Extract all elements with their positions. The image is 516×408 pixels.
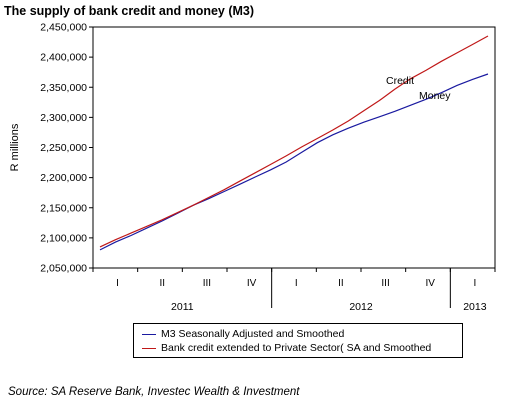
quarter-label: I — [116, 278, 119, 289]
y-tick-label: 2,400,000 — [40, 52, 87, 64]
y-tick-label: 2,450,000 — [40, 22, 87, 34]
year-label: 2012 — [349, 301, 373, 313]
y-axis-label: R millions — [9, 123, 21, 171]
series-line-m3 — [99, 73, 489, 251]
legend-item-m3: M3 Seasonally Adjusted and Smoothed — [142, 327, 344, 341]
y-tick-label: 2,100,000 — [40, 232, 87, 244]
source-note: Source: SA Reserve Bank, Investec Wealth… — [8, 386, 300, 398]
legend-item-credit: Bank credit extended to Private Sector( … — [142, 341, 431, 355]
quarter-label: IV — [426, 278, 436, 289]
year-label: 2011 — [171, 301, 194, 313]
annotation-credit: Credit — [386, 75, 414, 87]
y-tick-label: 2,200,000 — [40, 172, 87, 184]
y-tick-label: 2,150,000 — [40, 202, 87, 214]
plot-frame — [92, 26, 496, 269]
legend-label-credit: Bank credit extended to Private Sector( … — [161, 342, 432, 354]
y-tick-label: 2,250,000 — [40, 142, 87, 154]
quarter-label: III — [381, 278, 389, 289]
quarter-label: I — [474, 278, 477, 289]
series-line-credit — [99, 35, 489, 248]
legend: M3 Seasonally Adjusted and Smoothed Bank… — [133, 323, 463, 358]
quarter-label: I — [295, 278, 298, 289]
y-tick-label: 2,350,000 — [40, 82, 87, 94]
quarter-label: IV — [247, 278, 257, 289]
year-label: 2013 — [463, 301, 487, 313]
legend-label-m3: M3 Seasonally Adjusted and Smoothed — [161, 328, 345, 340]
y-tick-label: 2,300,000 — [40, 112, 87, 124]
legend-swatch-credit — [142, 347, 156, 349]
quarter-label: III — [203, 278, 211, 289]
annotations: Credit Money — [386, 75, 451, 102]
quarter-label: II — [338, 278, 344, 289]
y-axis-ticks: 2,050,000 2,100,000 2,150,000 2,200,000 2,25… — [40, 22, 93, 275]
chart-title: The supply of bank credit and money (M3) — [4, 4, 255, 18]
series-lines — [99, 35, 489, 251]
quarter-label: II — [159, 278, 165, 289]
annotation-money: Money — [419, 90, 451, 102]
y-tick-label: 2,050,000 — [40, 263, 87, 275]
legend-swatch-m3 — [142, 333, 156, 335]
